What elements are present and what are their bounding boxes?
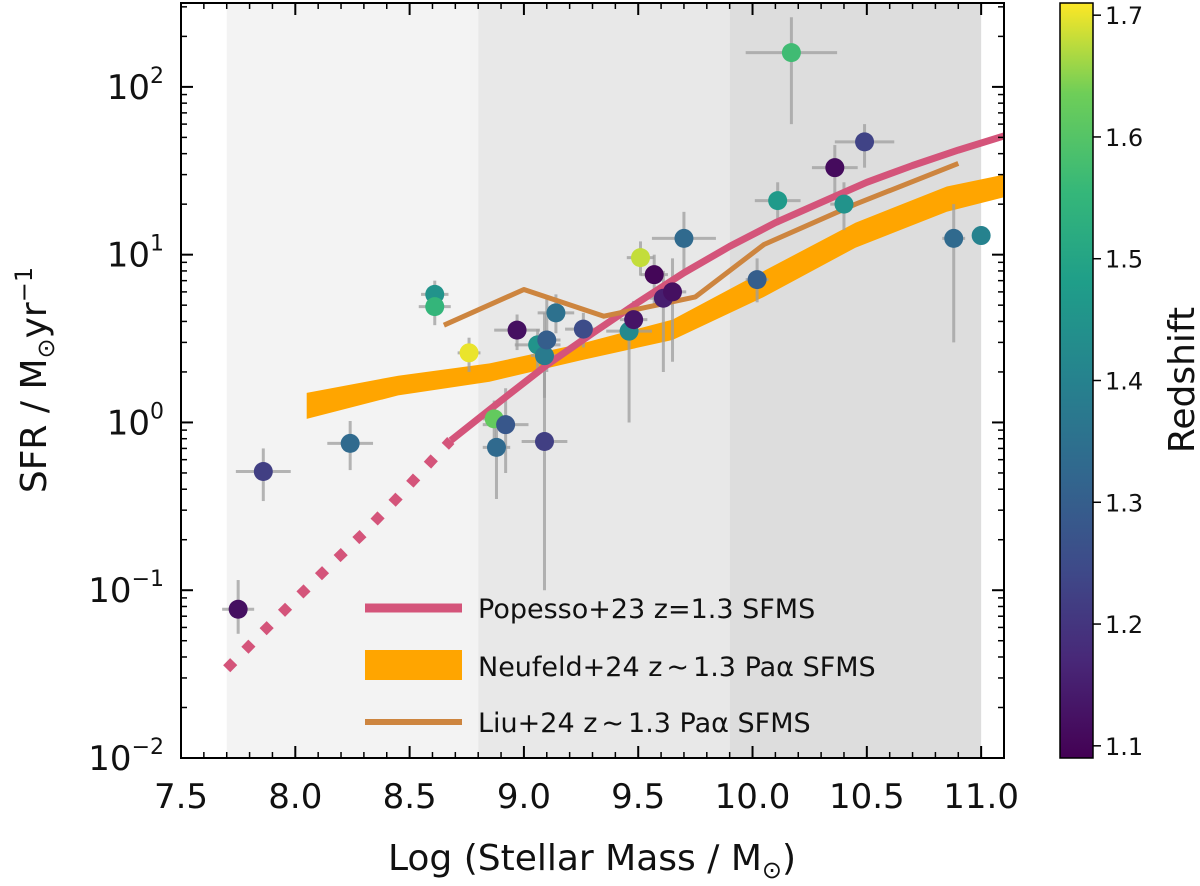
galaxy-point-24 [768,191,788,211]
cb-tick-label-5: 1.6 [1105,124,1143,152]
x-tick-label-3: 9.0 [497,777,551,817]
series-line-2 [442,161,960,328]
galaxy-point-1 [253,462,273,482]
galaxy-point-12 [537,330,557,350]
galaxy-point-7 [486,437,506,457]
galaxy-point-25 [781,43,801,63]
cb-tick-label-4: 1.5 [1105,246,1143,274]
x-axis-label: Log (Stellar Mass / M⊙) [388,838,796,884]
cb-tick-label-0: 1.1 [1105,733,1143,761]
shaded-band-2 [729,3,982,758]
series-line-0 [448,132,1004,444]
colorbar-label: Redshift [1162,307,1200,453]
y-axis-label: SFR / M⊙yr−1 [10,267,60,493]
x-tick-label-6: 10.5 [829,777,905,817]
y-tick-label-1: 10−1 [88,567,164,611]
series-line-1 [223,437,455,673]
galaxy-point-19 [644,265,664,285]
galaxy-point-23 [747,270,767,290]
colorbar-ticks: 1.1 1.2 1.3 1.4 1.5 1.6 1.7 [1093,2,1143,761]
cb-tick-label-6: 1.7 [1105,2,1143,30]
colorbar-gradient [1059,2,1094,759]
galaxy-point-14 [546,303,566,323]
shaded-band-1 [478,3,730,758]
galaxy-point-28 [855,132,875,152]
x-tick-label-7: 11.0 [943,777,1019,817]
x-axis-ticks: 7.5 8.0 8.5 9.0 9.5 10.0 10.5 11.0 [154,3,1019,817]
shaded-mass-bands [226,3,982,758]
galaxy-point-5 [459,343,479,363]
legend-neufeld-swatch [365,650,462,680]
neufeld-band [306,174,1004,419]
sfms-lines [223,132,1004,673]
cb-tick-label-3: 1.4 [1105,368,1143,396]
galaxy-point-8 [496,415,516,435]
legend-popesso-label: Popesso+23 z=1.3 SFMS [478,594,815,625]
x-tick-label-4: 9.5 [611,777,665,817]
x-tick-label-0: 7.5 [154,777,208,817]
x-tick-label-5: 10.0 [715,777,791,817]
galaxy-point-13 [534,431,554,451]
y-tick-label-4: 102 [107,64,164,108]
y-tick-label-0: 10−2 [88,735,164,779]
neufeld-sfms-band [306,174,1004,419]
y-axis-ticks: 10−2 10−1 100 101 102 [88,6,1004,779]
y-tick-label-3: 101 [107,232,164,276]
galaxy-point-26 [825,158,845,178]
galaxy-point-11 [534,346,554,366]
galaxy-point-2 [340,433,360,453]
galaxy-point-30 [971,226,991,246]
y-tick-label-2: 100 [107,399,164,443]
colorbar: 1.1 1.2 1.3 1.4 1.5 1.6 1.7 Redshift [1059,2,1200,761]
legend-liu-label: Liu+24 z ∼ 1.3 Paα SFMS [478,708,811,739]
galaxy-points [228,43,991,619]
galaxy-point-17 [624,310,644,330]
cb-tick-label-2: 1.3 [1105,489,1143,517]
legend-neufeld-label: Neufeld+24 z ∼ 1.3 Paα SFMS [478,652,876,683]
galaxy-point-4 [425,297,445,317]
legend: Popesso+23 z=1.3 SFMS Neufeld+24 z ∼ 1.3 P… [365,594,876,739]
galaxy-point-0 [228,599,248,619]
x-tick-label-1: 8.0 [268,777,322,817]
cb-tick-label-1: 1.2 [1105,611,1143,639]
galaxy-point-18 [631,248,651,268]
x-tick-label-2: 8.5 [383,777,437,817]
galaxy-point-22 [674,228,694,248]
galaxy-point-29 [944,228,964,248]
galaxy-point-27 [834,194,854,214]
galaxy-point-21 [663,282,683,302]
galaxy-point-15 [573,319,593,339]
galaxy-point-9 [507,320,527,340]
